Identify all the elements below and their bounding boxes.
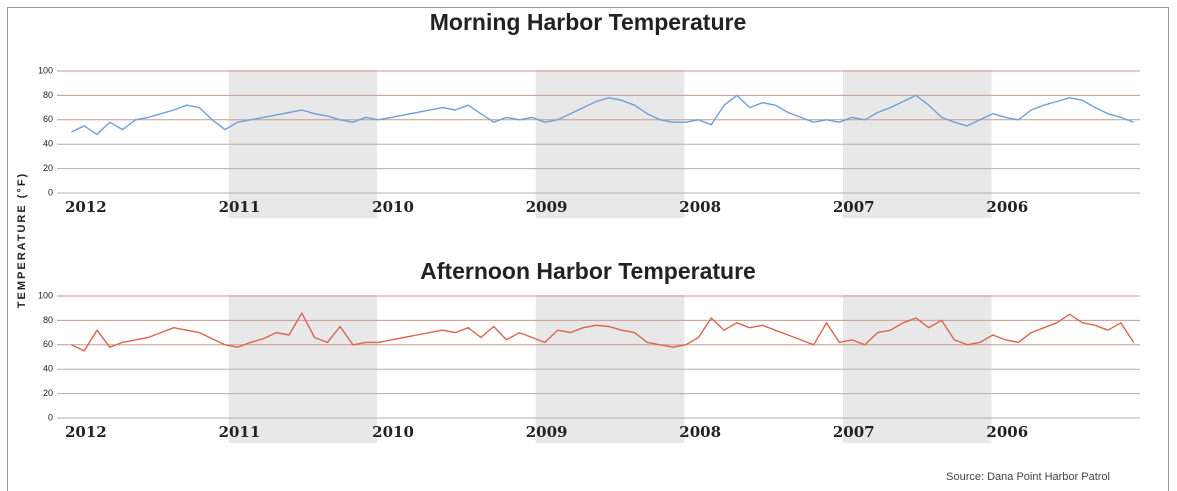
y-tick-label: 0 (48, 187, 53, 197)
x-tick-label: 2010 (372, 423, 414, 441)
source: Source: Dana Point Harbor Patrol (946, 471, 1110, 483)
y-tick-label: 40 (43, 364, 53, 374)
x-tick-label: 2006 (986, 198, 1028, 216)
x-tick-label: 2008 (679, 423, 721, 441)
y-tick-label: 60 (43, 339, 53, 349)
y-tick-label: 100 (38, 65, 53, 75)
y-tick-label: 40 (43, 139, 53, 149)
y-tick-label: 60 (43, 114, 53, 124)
x-tick-label: 2010 (372, 198, 414, 216)
line (71, 94, 1134, 136)
y-tick-label: 20 (43, 388, 53, 398)
x-tick-label: 2012 (65, 198, 107, 216)
y-axis-label: TEMPERATURE (°F) (16, 172, 28, 308)
x-tick-label: 2012 (65, 423, 107, 441)
x-tick-label: 2011 (219, 423, 261, 441)
x-tick-label: 2006 (986, 423, 1028, 441)
x-tick-label: 2007 (833, 423, 875, 441)
x-tick-label: 2008 (679, 198, 721, 216)
chart-title: Afternoon Harbor Temperature (420, 258, 756, 284)
y-tick-label: 80 (43, 90, 53, 100)
chart-title: Morning Harbor Temperature (430, 9, 747, 35)
x-tick-label: 2007 (833, 198, 875, 216)
y-tick-label: 80 (43, 315, 53, 325)
y-tick-label: 0 (48, 412, 53, 422)
frame (7, 7, 1169, 491)
y-tick-label: 20 (43, 163, 53, 173)
y-tick-label: 100 (38, 290, 53, 300)
line (71, 312, 1135, 352)
x-tick-label: 2009 (526, 423, 568, 441)
x-tick-label: 2009 (526, 198, 568, 216)
x-tick-label: 2011 (219, 198, 261, 216)
